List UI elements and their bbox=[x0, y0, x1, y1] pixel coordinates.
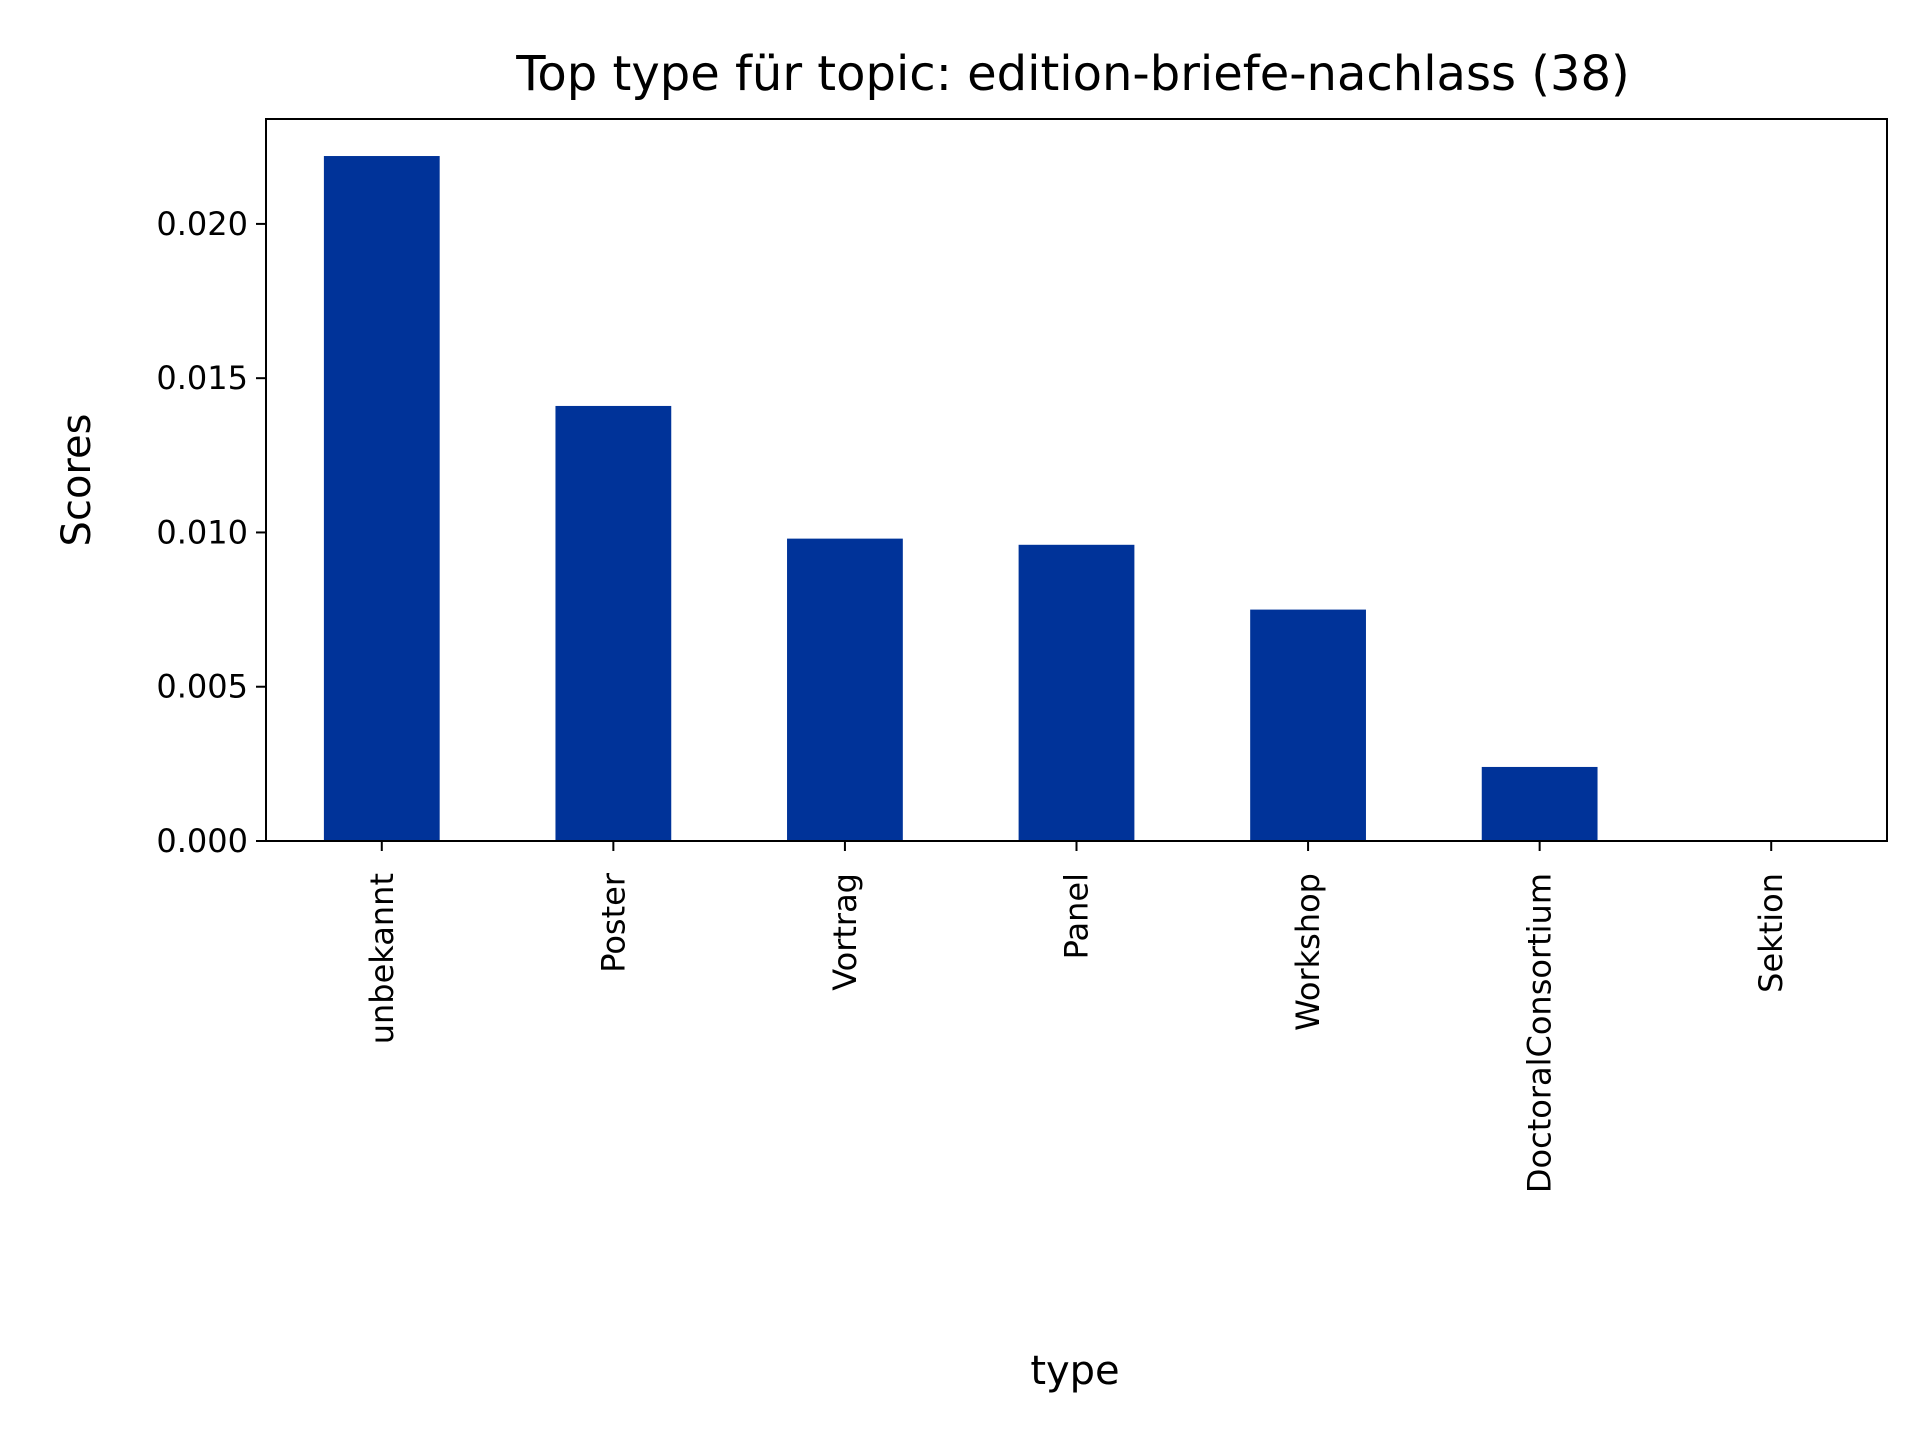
bar-poster bbox=[555, 405, 672, 841]
y-axis: 0.000 0.005 0.010 0.015 0.020 bbox=[156, 205, 266, 860]
bars-group bbox=[323, 156, 1598, 841]
bar-doctoralconsortium bbox=[1481, 766, 1598, 841]
chart-title: Top type für topic: edition-briefe-nachl… bbox=[515, 46, 1630, 102]
bar-unbekannt bbox=[323, 156, 440, 841]
y-tick-label: 0.020 bbox=[156, 205, 248, 243]
x-axis-label: type bbox=[1030, 1348, 1119, 1394]
x-tick-label-doctoralconsortium: DoctoralConsortium bbox=[1521, 873, 1559, 1193]
y-tick-label: 0.005 bbox=[156, 668, 248, 706]
y-axis-label: Scores bbox=[54, 414, 100, 547]
x-tick-label-unbekannt: unbekannt bbox=[363, 873, 401, 1044]
bar-panel bbox=[1018, 544, 1135, 841]
x-axis: unbekannt Poster Vortrag Panel Workshop Docto… bbox=[363, 841, 1790, 1193]
bar-vortrag bbox=[787, 538, 903, 841]
x-tick-label-panel: Panel bbox=[1058, 873, 1096, 959]
x-tick-label-vortrag: Vortrag bbox=[826, 873, 864, 991]
x-tick-label-workshop: Workshop bbox=[1289, 873, 1327, 1031]
y-tick-label: 0.010 bbox=[156, 513, 248, 551]
x-tick-label-poster: Poster bbox=[594, 872, 632, 973]
bar-workshop bbox=[1250, 609, 1366, 841]
y-tick-label: 0.015 bbox=[156, 359, 248, 397]
x-tick-label-sektion: Sektion bbox=[1752, 873, 1790, 993]
y-tick-label: 0.000 bbox=[156, 822, 248, 860]
